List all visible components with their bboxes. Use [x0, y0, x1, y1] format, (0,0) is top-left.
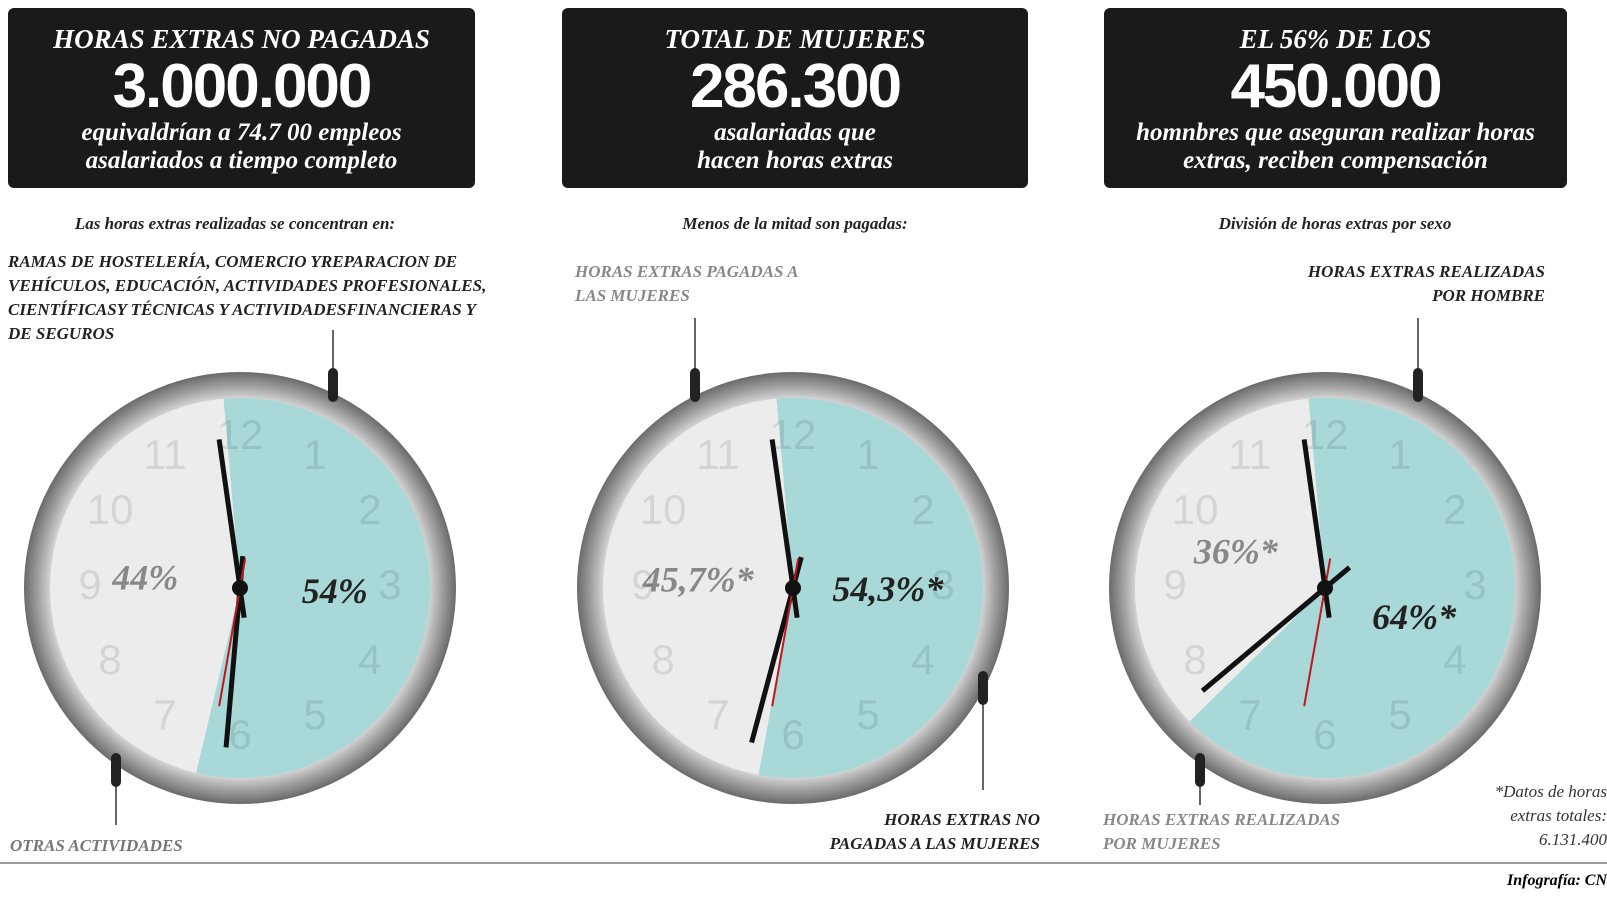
category-label: HORAS EXTRAS REALIZADAS POR MUJERES — [1103, 808, 1363, 856]
header-number: 3.000.000 — [8, 55, 475, 119]
clock-numeral: 10 — [1172, 486, 1219, 533]
value-label: 54,3%* — [832, 569, 944, 609]
leader-pin — [111, 753, 121, 787]
clock-numeral: 11 — [143, 431, 187, 478]
clock-numeral: 7 — [706, 691, 729, 738]
value-label: 44% — [111, 557, 178, 597]
credit: Infografía: CN — [1507, 872, 1607, 890]
clock-center — [785, 580, 801, 596]
clock-numeral: 10 — [640, 486, 687, 533]
clock-center — [232, 580, 248, 596]
header-text: asalariadas que hacen horas extras — [562, 119, 1028, 175]
leader-pin — [690, 368, 700, 402]
clock-numeral: 6 — [1313, 711, 1336, 758]
value-label: 64%* — [1372, 597, 1457, 637]
leader-pin — [328, 368, 338, 402]
clock-numeral: 4 — [358, 636, 381, 683]
category-label: HORAS EXTRAS NO PAGADAS A LAS MUJERES — [810, 808, 1040, 856]
clock-numeral: 5 — [303, 691, 326, 738]
clock-numeral: 6 — [228, 711, 251, 758]
category-label: HORAS EXTRAS PAGADAS A LAS MUJERES — [575, 260, 815, 308]
clock-numeral: 1 — [856, 431, 879, 478]
clock-numeral: 3 — [378, 561, 401, 608]
clock-numeral: 2 — [1443, 486, 1466, 533]
header-box: HORAS EXTRAS NO PAGADAS 3.000.000 equiva… — [8, 8, 475, 188]
clock-numeral: 1 — [1388, 431, 1411, 478]
header-number: 286.300 — [562, 55, 1028, 119]
category-label: OTRAS ACTIVIDADES — [10, 834, 183, 858]
leader-pin — [1413, 368, 1423, 402]
clock-numeral: 1 — [303, 431, 326, 478]
value-label: 36%* — [1193, 531, 1279, 571]
clock-numeral: 9 — [1163, 561, 1186, 608]
category-label: RAMAS DE HOSTELERÍA, COMERCIO YREPARACIO… — [8, 250, 488, 346]
leader-pin — [978, 671, 988, 705]
chart-title: División de horas extras por sexo — [1100, 214, 1570, 234]
clock-numeral: 10 — [87, 486, 134, 533]
clock-numeral: 9 — [78, 561, 101, 608]
clock-numeral: 9 — [631, 561, 654, 608]
clock-numeral: 4 — [1443, 636, 1466, 683]
clock-numeral: 12 — [1302, 411, 1349, 458]
header-text: equivaldrían a 74.7 00 empleos asalariad… — [8, 119, 475, 175]
clock-numeral: 7 — [1238, 691, 1261, 738]
clock-numeral: 8 — [1183, 636, 1206, 683]
clock-numeral: 2 — [358, 486, 381, 533]
clock-numeral: 4 — [911, 636, 934, 683]
clock-center — [1317, 580, 1333, 596]
header-number: 450.000 — [1104, 55, 1567, 119]
header-kicker: TOTAL DE MUJERES — [562, 24, 1028, 55]
header-kicker: EL 56% DE LOS — [1104, 24, 1567, 55]
clock-numeral: 11 — [696, 431, 740, 478]
clock-numeral: 7 — [153, 691, 176, 738]
footnote: *Datos de horas extras totales: 6.131.40… — [1477, 780, 1607, 852]
category-label: HORAS EXTRAS REALIZADAS POR HOMBRE — [1285, 260, 1545, 308]
clock-numeral: 6 — [781, 711, 804, 758]
header-kicker: HORAS EXTRAS NO PAGADAS — [8, 24, 475, 55]
clock-numeral: 11 — [1228, 431, 1272, 478]
header-box: TOTAL DE MUJERES 286.300 asalariadas que… — [562, 8, 1028, 188]
clock-numeral: 3 — [931, 561, 954, 608]
value-label: 54% — [302, 571, 368, 611]
chart-title: Las horas extras realizadas se concentra… — [0, 214, 470, 234]
infographic: 54%44%12123456789101154,3%*45,7%*1212345… — [0, 0, 1607, 909]
header-box: EL 56% DE LOS 450.000 homnbres que asegu… — [1104, 8, 1567, 188]
clock-numeral: 5 — [856, 691, 879, 738]
clock-numeral: 12 — [217, 411, 264, 458]
clock-numeral: 8 — [651, 636, 674, 683]
rule — [0, 862, 1607, 864]
clock-numeral: 2 — [911, 486, 934, 533]
clock-numeral: 5 — [1388, 691, 1411, 738]
clock-numeral: 12 — [770, 411, 817, 458]
value-label: 45,7%* — [642, 560, 755, 600]
header-text: homnbres que aseguran realizar horas ext… — [1104, 119, 1567, 175]
clock-numeral: 3 — [1463, 561, 1486, 608]
leader-pin — [1195, 753, 1205, 787]
clock-numeral: 8 — [98, 636, 121, 683]
chart-title: Menos de la mitad son pagadas: — [560, 214, 1030, 234]
